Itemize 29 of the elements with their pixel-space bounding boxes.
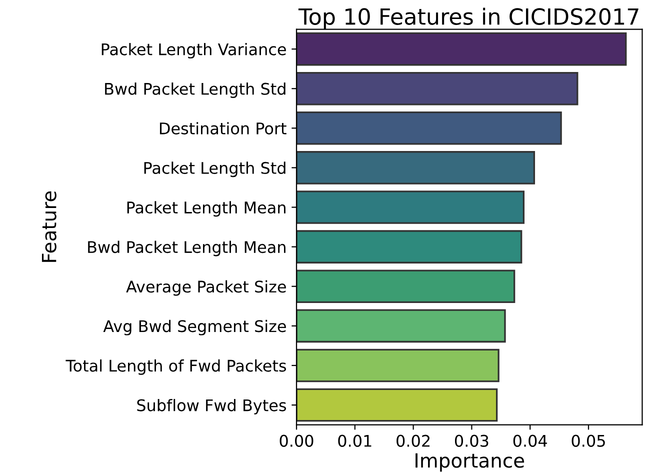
bar	[296, 111, 562, 145]
y-tick-label: Subflow Fwd Bytes	[137, 398, 286, 414]
x-tick-label: 0.02	[396, 434, 430, 447]
bar	[296, 72, 578, 106]
y-axis-title: Feature	[42, 191, 56, 262]
y-tick-label: Destination Port	[160, 122, 286, 134]
y-tick-label: Average Packet Size	[126, 280, 286, 296]
chart-title: Top 10 Features in CICIDS2017	[298, 8, 638, 30]
bar	[296, 32, 627, 66]
bar	[296, 388, 498, 422]
y-tick-label: Packet Length Std	[144, 162, 286, 178]
x-tick-label: 0.04	[513, 434, 547, 447]
x-tick-label: 0.01	[338, 434, 372, 447]
bar	[296, 270, 516, 304]
y-tick-label: Bwd Packet Length Mean	[88, 240, 286, 256]
y-tick-label: Avg Bwd Segment Size	[103, 320, 286, 336]
x-tick-label: 0.05	[572, 434, 605, 447]
y-tick-label: Total Length of Fwd Packets	[66, 359, 286, 375]
x-tick-label: 0.03	[454, 434, 488, 447]
bar	[296, 151, 536, 184]
x-axis-title: Importance	[416, 453, 524, 472]
bar	[296, 190, 525, 224]
y-tick-label: Bwd Packet Length Std	[105, 82, 286, 98]
y-tick-label: Packet Length Mean	[127, 201, 286, 217]
y-tick-label: Packet Length Variance	[102, 42, 286, 58]
bar	[296, 230, 522, 264]
bar	[296, 309, 506, 343]
bar	[296, 348, 500, 382]
x-tick-label: 0.00	[280, 434, 314, 447]
